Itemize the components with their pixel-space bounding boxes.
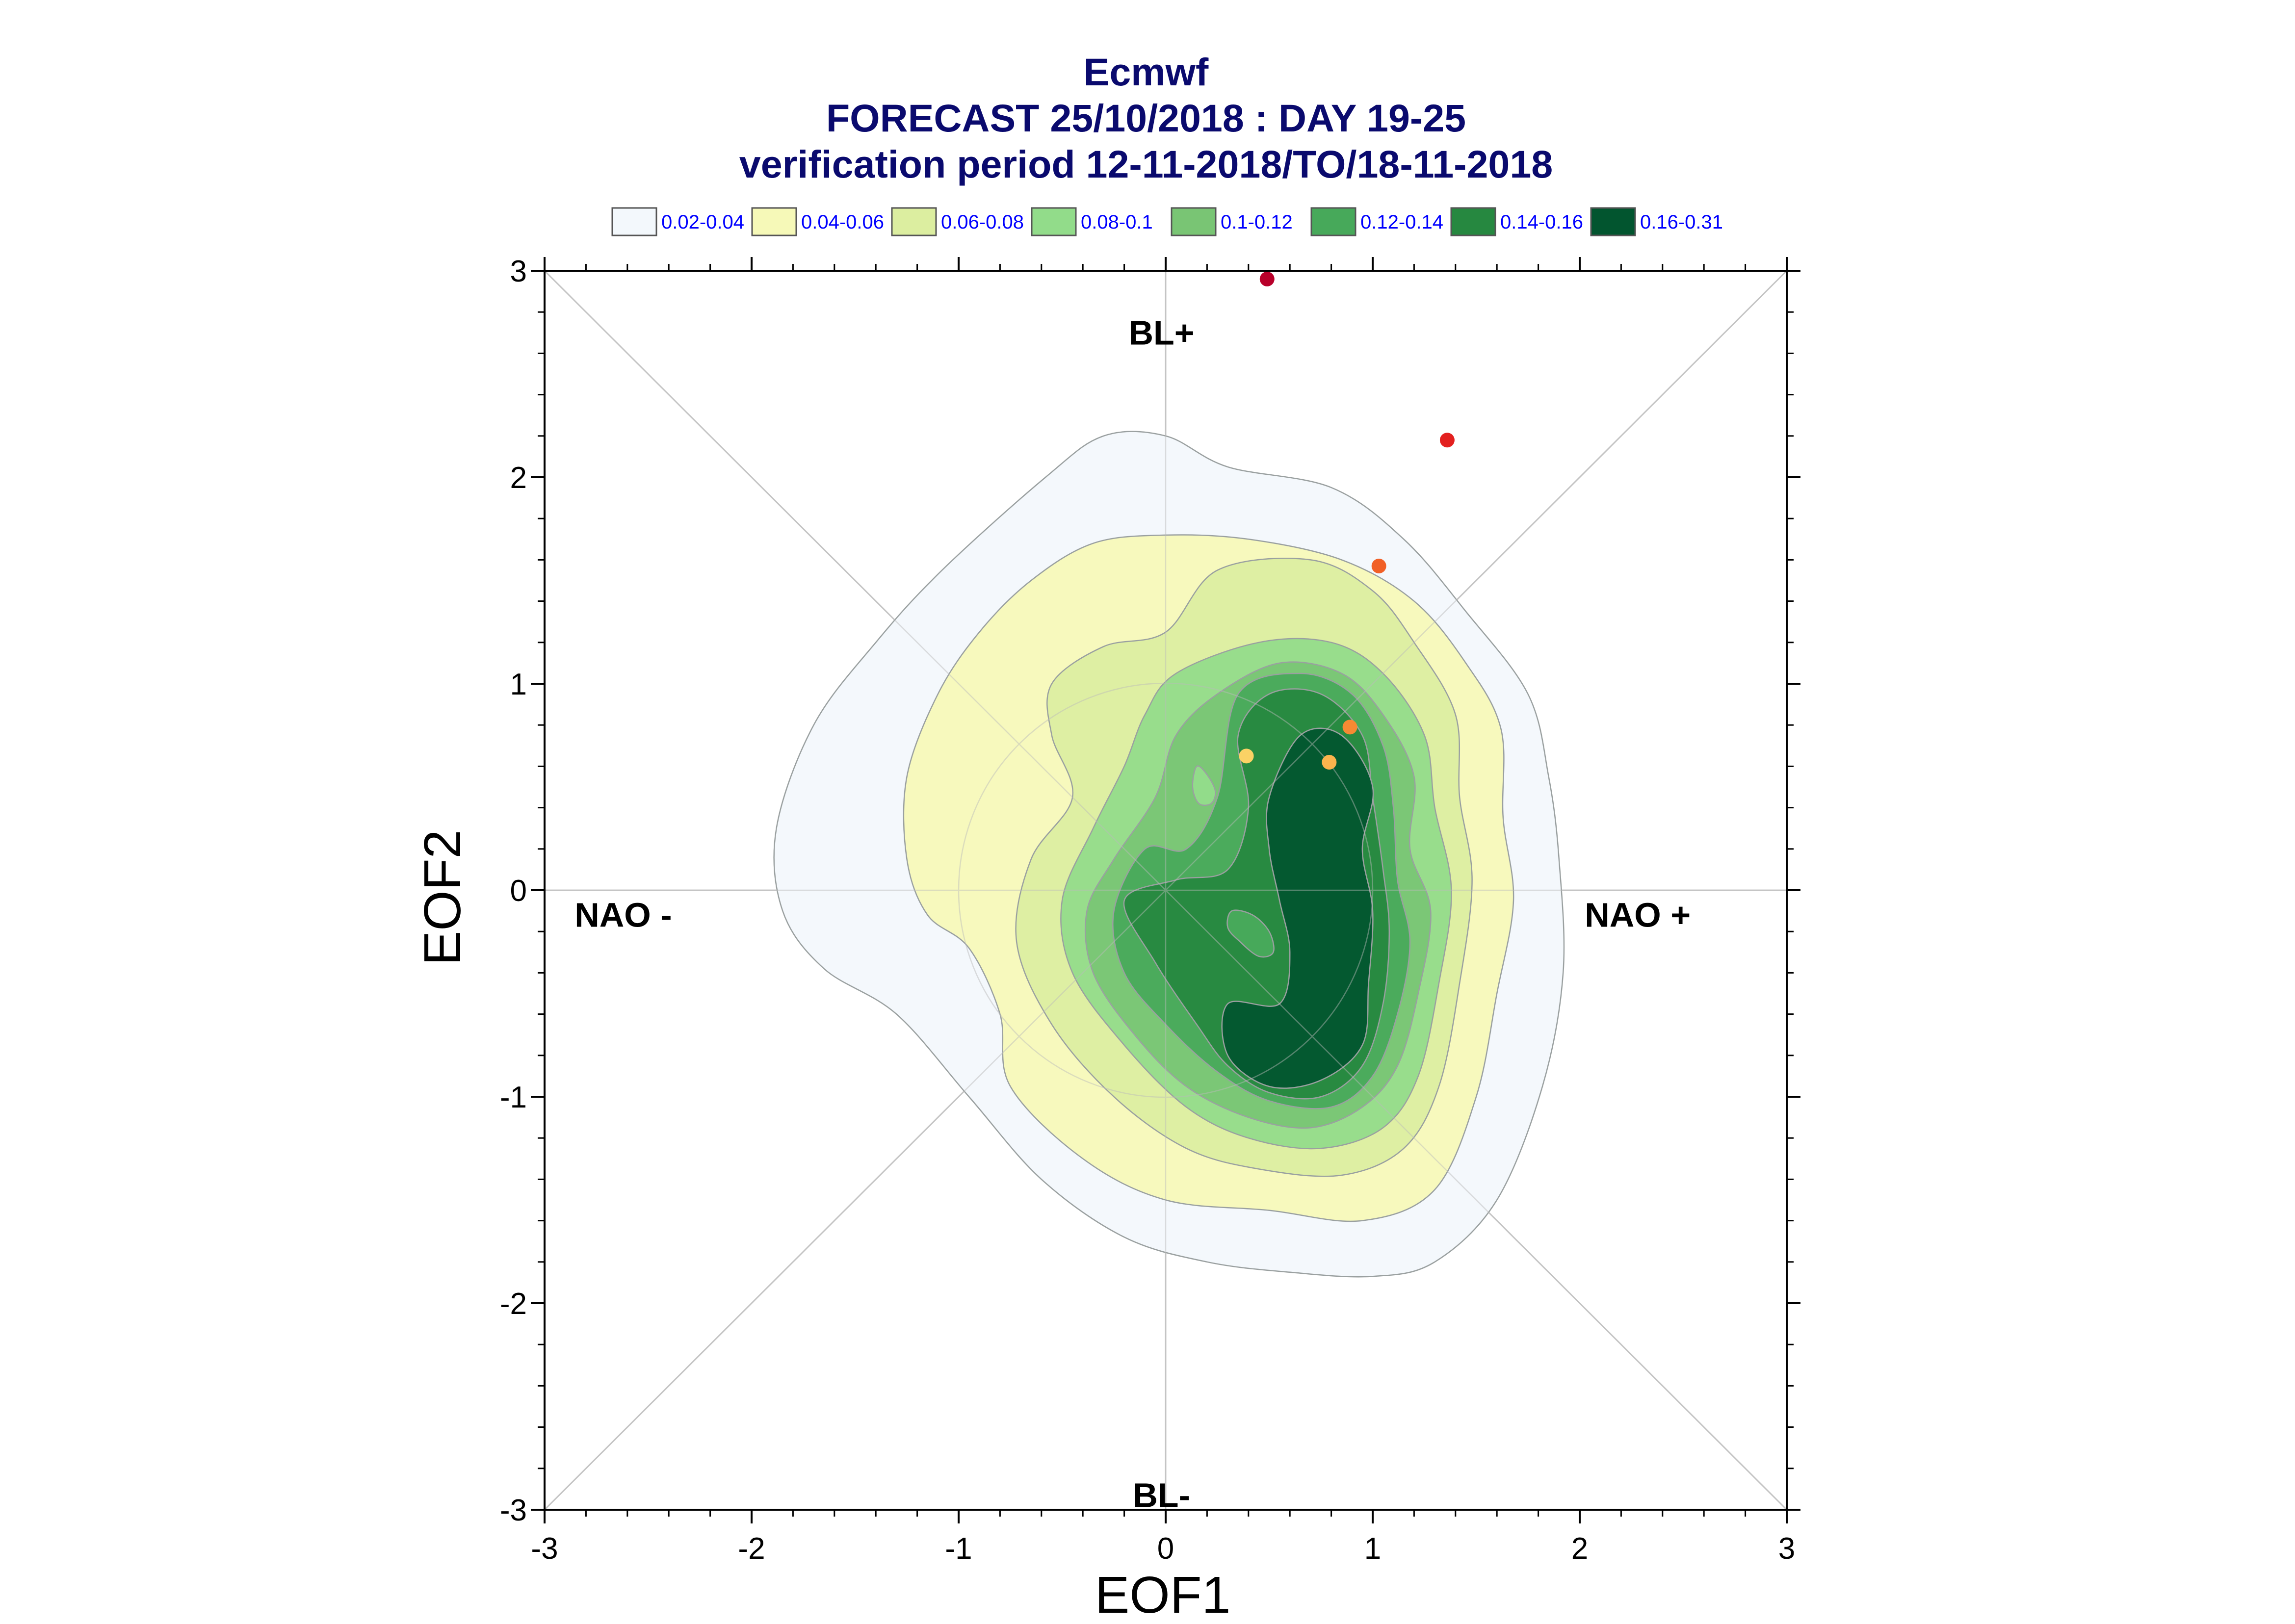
y-tick-label-1: -2 (500, 1287, 527, 1321)
chart-title-line-2: FORECAST 25/10/2018 : DAY 19-25 (826, 96, 1466, 140)
y-axis-title: EOF2 (414, 830, 471, 966)
x-tick-label-4: 1 (1364, 1532, 1381, 1566)
legend-swatch-7 (1590, 207, 1636, 236)
x-tick-label-0: -3 (531, 1532, 558, 1566)
y-tick-label-4: 1 (510, 668, 527, 701)
forecast-point-4 (1322, 754, 1337, 770)
regime-label-2: NAO - (574, 896, 672, 934)
legend-swatch-5 (1310, 207, 1356, 236)
forecast-point-0 (1259, 271, 1275, 286)
legend-label-1: 0.04-0.06 (801, 211, 884, 233)
y-tick-label-0: -3 (500, 1494, 527, 1527)
density-island-1 (1226, 909, 1275, 958)
legend-swatch-2 (891, 207, 937, 236)
forecast-point-2 (1371, 559, 1386, 574)
forecast-point-3 (1342, 720, 1357, 735)
legend: 0.02-0.04 0.04-0.06 0.06-0.08 0.08-0.1 0.1-0… (611, 207, 1723, 236)
forecast-point-5 (1239, 748, 1254, 764)
legend-label-4: 0.1-0.12 (1221, 211, 1293, 233)
plot-area: BL+ BL- NAO - NAO + (544, 270, 1788, 1515)
regime-label-3: NAO + (1585, 896, 1691, 934)
density-island-0 (1192, 765, 1216, 806)
y-tick-label-3: 0 (510, 874, 527, 908)
x-tick-label-3: 0 (1157, 1532, 1174, 1566)
legend-label-0: 0.02-0.04 (661, 211, 744, 233)
guide-overlay (544, 270, 1787, 1510)
legend-swatch-0 (611, 207, 657, 236)
legend-swatch-1 (751, 207, 797, 236)
y-tick-label-6: 3 (510, 255, 527, 288)
x-axis-title: EOF1 (1095, 1566, 1231, 1624)
unit-circle-overlay (958, 682, 1374, 1098)
legend-label-7: 0.16-0.31 (1640, 211, 1723, 233)
regime-labels: BL+ BL- NAO - NAO + (574, 313, 1691, 1514)
legend-label-2: 0.06-0.08 (941, 211, 1024, 233)
chart-title-line-3: verification period 12-11-2018/TO/18-11-… (739, 142, 1553, 186)
density-contour-7 (1221, 727, 1374, 1089)
legend-swatch-6 (1450, 207, 1496, 236)
diagonal-overlay-2 (544, 270, 1787, 1510)
x-tick-label-2: -1 (945, 1532, 972, 1566)
legend-label-3: 0.08-0.1 (1081, 211, 1153, 233)
chart-title-line-1: Ecmwf (1084, 50, 1209, 94)
legend-label-5: 0.12-0.14 (1360, 211, 1443, 233)
x-tick-label-1: -2 (738, 1532, 765, 1566)
y-tick-label-2: -1 (500, 1081, 527, 1114)
regime-label-0: BL+ (1128, 313, 1194, 352)
regime-label-1: BL- (1133, 1476, 1190, 1515)
legend-swatch-3 (1031, 207, 1077, 236)
x-tick-label-6: 3 (1778, 1532, 1795, 1566)
chart-title-block: Ecmwf FORECAST 25/10/2018 : DAY 19-25 ve… (739, 50, 1553, 186)
legend-label-6: 0.14-0.16 (1500, 211, 1583, 233)
axes: EOF1 EOF2 -3 -2 -1 0 1 2 3 -3 -2 -1 0 1 2 3 (414, 255, 1800, 1624)
forecast-point-1 (1439, 433, 1455, 448)
legend-swatch-4 (1171, 207, 1217, 236)
forecast-points (1239, 271, 1455, 770)
diagonal-overlay-1 (544, 270, 1787, 1510)
x-tick-label-5: 2 (1571, 1532, 1588, 1566)
density-contours (773, 431, 1565, 1278)
y-tick-label-5: 2 (510, 461, 527, 495)
